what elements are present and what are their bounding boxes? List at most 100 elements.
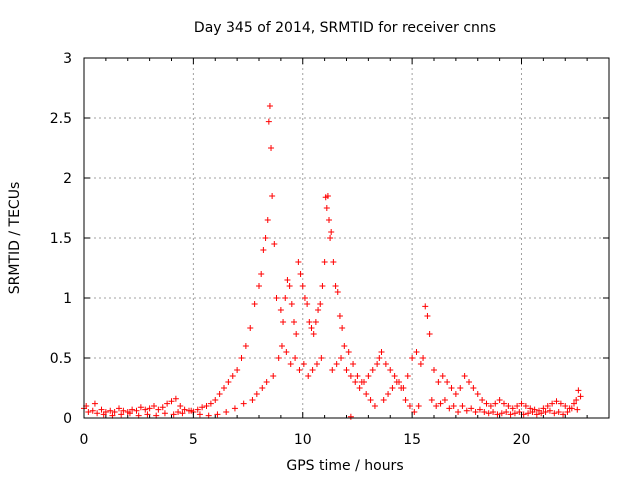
data-point [343,367,350,373]
data-point [282,295,289,301]
data-point [336,313,343,319]
data-point [300,361,307,367]
data-point [277,307,284,313]
data-point [527,405,534,412]
data-point [146,405,153,412]
data-point [380,397,387,403]
data-point [437,400,444,407]
data-point [529,409,536,415]
data-point [424,313,431,319]
data-point [557,400,564,407]
data-point [98,406,105,413]
axis-ticks [83,57,609,419]
data-point [199,404,206,411]
data-point [133,407,140,414]
data-point [94,410,101,417]
x-tick-label: 20 [513,432,531,448]
data-point [313,361,320,367]
y-tick-label: 2.5 [50,111,72,127]
data-point [564,409,571,415]
data-point [461,373,468,379]
data-point [240,400,247,407]
data-point [262,235,269,241]
data-point [490,409,497,415]
data-point [459,403,466,409]
data-point [551,410,558,417]
data-point [214,411,221,418]
data-point [231,405,238,412]
data-point [273,295,280,301]
x-tick-label: 0 [80,432,89,448]
data-point [494,411,501,418]
data-point [223,409,230,415]
data-point [308,325,315,331]
data-point [466,379,472,385]
data-point [253,391,260,397]
y-tick-labels: 0 0.5 1 1.5 2 2.5 3 [50,51,72,427]
data-point [338,355,345,361]
data-point [487,403,494,409]
data-point [203,403,210,409]
data-point [420,355,427,361]
data-point [555,409,562,415]
data-point [175,409,182,415]
data-point [170,411,177,418]
data-point [286,283,293,289]
data-point [159,404,166,411]
x-axis-label: GPS time / hours [286,458,403,474]
data-point [503,409,510,415]
data-point [288,301,295,307]
data-point [188,407,195,414]
data-point [347,413,354,420]
data-point [120,407,127,414]
data-point [525,410,532,417]
data-point [518,400,525,407]
y-tick-label: 3 [63,51,72,67]
data-point [441,397,448,403]
data-point [275,355,282,361]
data-point [404,373,411,379]
data-point [247,325,254,331]
data-point [238,355,245,361]
data-point [161,410,168,417]
data-point [544,403,551,409]
data-point [540,405,547,412]
data-point [126,410,133,417]
data-point [332,283,339,289]
data-point [271,241,278,247]
data-point [144,411,151,418]
data-point [575,387,582,394]
data-point [481,409,488,415]
data-point [234,367,241,373]
data-point [323,205,330,211]
data-point [382,361,389,367]
data-point [297,271,304,277]
data-point [393,379,400,385]
data-point [463,407,470,414]
data-point [468,405,475,412]
data-point [444,379,451,385]
data-point [324,193,331,199]
data-point [168,398,175,405]
data-point [309,367,316,373]
data-point [229,373,236,379]
data-point [406,403,413,409]
series-srmtid [81,103,584,420]
data-point [164,400,171,407]
x-tick-labels: 0 5 10 15 20 [80,432,531,448]
data-point [284,277,291,283]
data-point [177,403,184,409]
data-point [319,283,326,289]
data-point [85,409,92,415]
data-point [452,391,459,397]
data-point [549,400,556,407]
data-point [492,400,499,407]
data-point [259,385,266,391]
data-point [363,391,370,397]
data-point [538,410,545,417]
data-point [207,400,214,407]
data-point [249,397,256,403]
data-point [514,403,521,409]
x-tick-label: 5 [189,432,198,448]
